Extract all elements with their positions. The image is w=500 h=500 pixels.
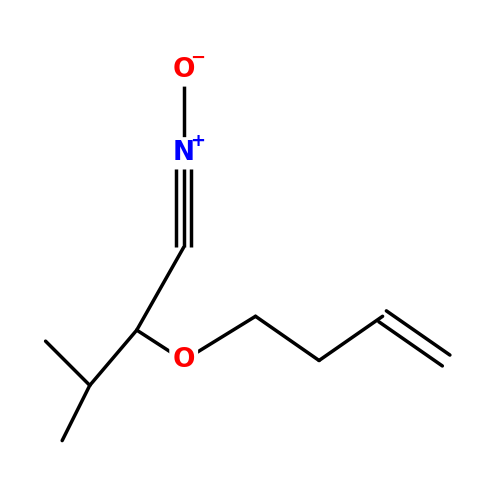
Text: +: +	[190, 132, 205, 150]
Text: N: N	[172, 140, 195, 166]
Text: O: O	[172, 348, 195, 374]
Text: −: −	[190, 50, 205, 68]
Text: O: O	[172, 58, 195, 84]
